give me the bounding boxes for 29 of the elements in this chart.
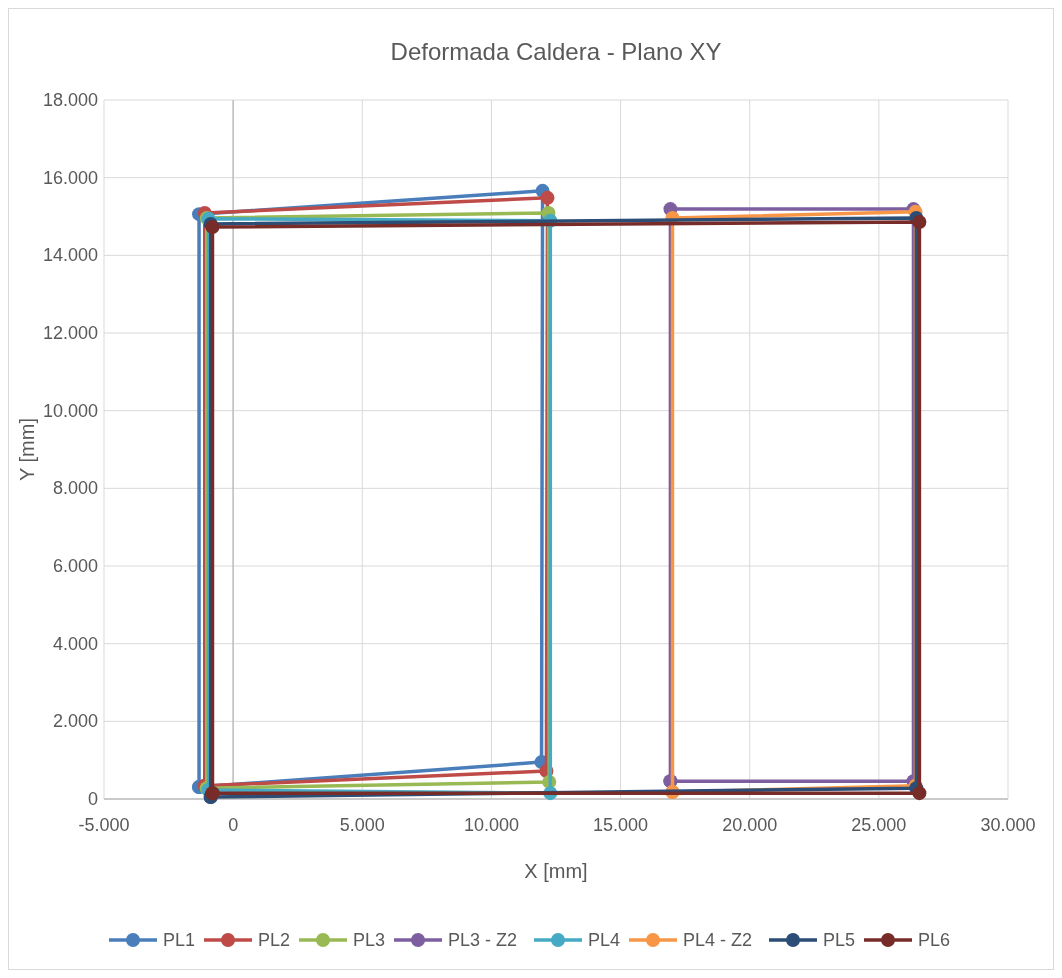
legend-label: PL3 - Z2 <box>448 930 518 950</box>
y-tick-label: 2.000 <box>52 711 98 732</box>
x-axis-title: X [mm] <box>524 860 588 882</box>
y-tick-label: 6.000 <box>52 556 98 576</box>
chart-title: Deformada Caldera - Plano XY <box>390 38 722 65</box>
y-tick-label: 12.000 <box>42 323 98 343</box>
x-tick-label: -5.000 <box>78 815 130 835</box>
legend-label: PL2 <box>258 930 291 950</box>
x-tick-label: 5.000 <box>339 815 385 835</box>
x-tick-label: 10.000 <box>463 815 519 835</box>
x-tick-label: 0 <box>228 815 239 835</box>
y-tick-label: 10.000 <box>42 400 98 421</box>
x-tick-label: 30.000 <box>980 815 1036 835</box>
legend-label: PL3 <box>353 930 386 950</box>
x-tick-label: 20.000 <box>722 815 778 835</box>
legend-label: PL4 <box>588 930 621 950</box>
legend-label: PL6 <box>918 930 951 950</box>
y-axis-title: Y [mm] <box>16 418 38 481</box>
x-tick-label: 25.000 <box>851 815 907 835</box>
legend-label: PL1 <box>163 930 196 950</box>
legend-label: PL5 <box>823 930 856 950</box>
y-tick-label: 0 <box>87 789 98 809</box>
y-tick-label: 18.000 <box>42 90 98 110</box>
y-tick-label: 8.000 <box>52 478 98 499</box>
x-tick-label: 15.000 <box>593 815 649 835</box>
y-tick-label: 14.000 <box>42 245 98 266</box>
legend-label: PL4 - Z2 <box>683 930 753 950</box>
y-tick-label: 4.000 <box>52 633 98 654</box>
y-tick-label: 16.000 <box>42 167 98 188</box>
